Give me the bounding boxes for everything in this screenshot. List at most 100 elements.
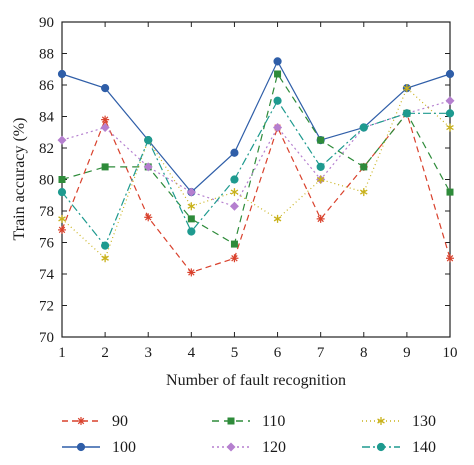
point-120-10 bbox=[445, 96, 455, 106]
y-tick-label: 88 bbox=[39, 47, 54, 63]
point-110-1 bbox=[58, 176, 66, 183]
point-90-10 bbox=[446, 254, 454, 263]
x-axis-label: Number of fault recognition bbox=[166, 372, 346, 389]
y-tick-label: 90 bbox=[39, 15, 54, 31]
series-line-110 bbox=[61, 72, 451, 246]
y-axis-label: Train accuracy (%) bbox=[11, 118, 28, 241]
y-tick-label: 70 bbox=[39, 330, 54, 346]
point-110-5 bbox=[230, 240, 238, 248]
legend-swatch-marker bbox=[76, 442, 86, 452]
point-140-3 bbox=[144, 136, 153, 145]
legend-swatch-marker bbox=[377, 417, 385, 425]
point-140-6 bbox=[273, 96, 282, 105]
point-140-8 bbox=[359, 123, 368, 132]
series-110 bbox=[58, 70, 454, 248]
legend-swatch-marker bbox=[376, 442, 386, 452]
y-tick-label: 80 bbox=[39, 173, 54, 189]
point-100-10 bbox=[445, 69, 455, 79]
point-110-4 bbox=[187, 215, 195, 223]
point-90-3 bbox=[144, 213, 153, 222]
legend-label: 140 bbox=[412, 439, 436, 456]
y-tick-label: 72 bbox=[39, 299, 54, 315]
series-130 bbox=[58, 84, 454, 263]
legend-item-120: 120 bbox=[212, 439, 286, 456]
x-tick-label: 6 bbox=[274, 345, 282, 361]
point-120-1 bbox=[57, 135, 67, 145]
point-100-1 bbox=[57, 69, 67, 79]
point-120-4 bbox=[186, 187, 196, 197]
series-line-130 bbox=[61, 87, 451, 260]
point-130-4 bbox=[187, 202, 196, 211]
point-130-2 bbox=[101, 254, 109, 263]
y-tick-label: 82 bbox=[39, 141, 54, 157]
point-140-2 bbox=[101, 241, 110, 250]
point-130-6 bbox=[273, 214, 282, 223]
point-90-2 bbox=[101, 115, 110, 124]
point-100-5 bbox=[230, 148, 239, 157]
legend-item-140: 140 bbox=[362, 439, 436, 456]
series-90 bbox=[58, 109, 454, 277]
plot-axes bbox=[61, 21, 451, 338]
series-line-100 bbox=[61, 60, 451, 193]
x-tick-label: 2 bbox=[101, 345, 109, 361]
point-140-5 bbox=[230, 175, 239, 184]
legend-label: 120 bbox=[262, 439, 286, 456]
point-130-10 bbox=[446, 123, 454, 132]
series-layer bbox=[57, 57, 455, 277]
point-110-6 bbox=[274, 70, 282, 78]
point-100-2 bbox=[101, 84, 110, 93]
x-tick-label: 4 bbox=[188, 345, 196, 361]
y-tick-label: 78 bbox=[39, 204, 54, 220]
y-tick-label: 74 bbox=[39, 267, 55, 283]
plot-frame bbox=[61, 21, 451, 338]
x-tick-label: 8 bbox=[360, 345, 368, 361]
legend-swatch-marker bbox=[226, 442, 236, 452]
legend-swatch-marker bbox=[77, 417, 85, 425]
point-140-4 bbox=[187, 227, 196, 236]
x-tick-label: 7 bbox=[317, 345, 325, 361]
y-tick-label: 84 bbox=[39, 110, 55, 126]
point-140-9 bbox=[402, 109, 411, 118]
legend-swatch-marker bbox=[227, 417, 235, 425]
point-140-7 bbox=[316, 162, 325, 171]
point-140-1 bbox=[57, 188, 67, 197]
point-130-1 bbox=[58, 214, 66, 223]
series-120 bbox=[57, 96, 455, 211]
point-110-7 bbox=[317, 136, 325, 144]
x-tick-label: 9 bbox=[403, 345, 411, 361]
legend-item-100: 100 bbox=[62, 439, 136, 456]
x-tick-label: 10 bbox=[443, 345, 458, 361]
legend: 90 100 110 120 130 140 bbox=[62, 413, 436, 456]
point-120-3 bbox=[143, 162, 153, 172]
x-tick-label: 1 bbox=[58, 345, 66, 361]
point-130-9 bbox=[403, 84, 411, 93]
x-tick-label: 3 bbox=[144, 345, 152, 361]
point-140-10 bbox=[445, 109, 455, 118]
legend-item-130: 130 bbox=[362, 413, 436, 430]
point-110-8 bbox=[360, 163, 368, 171]
legend-label: 130 bbox=[412, 413, 436, 430]
point-120-5 bbox=[229, 201, 239, 211]
point-130-5 bbox=[230, 188, 239, 197]
y-tick-label: 86 bbox=[39, 78, 55, 94]
series-100 bbox=[57, 57, 455, 197]
point-130-8 bbox=[359, 188, 368, 197]
legend-label: 110 bbox=[262, 413, 285, 430]
point-130-7 bbox=[316, 175, 325, 184]
point-90-1 bbox=[58, 225, 66, 234]
legend-label: 100 bbox=[112, 439, 136, 456]
point-90-5 bbox=[230, 254, 239, 263]
legend-label: 90 bbox=[112, 413, 128, 430]
point-100-6 bbox=[273, 57, 282, 66]
point-110-10 bbox=[446, 188, 454, 196]
point-120-2 bbox=[100, 123, 110, 133]
point-90-4 bbox=[187, 268, 196, 277]
series-line-90 bbox=[61, 112, 451, 274]
series-140 bbox=[57, 96, 455, 250]
legend-item-90: 90 bbox=[62, 413, 128, 430]
point-90-7 bbox=[316, 214, 325, 223]
point-120-6 bbox=[273, 123, 283, 133]
x-tick-label: 5 bbox=[231, 345, 239, 361]
